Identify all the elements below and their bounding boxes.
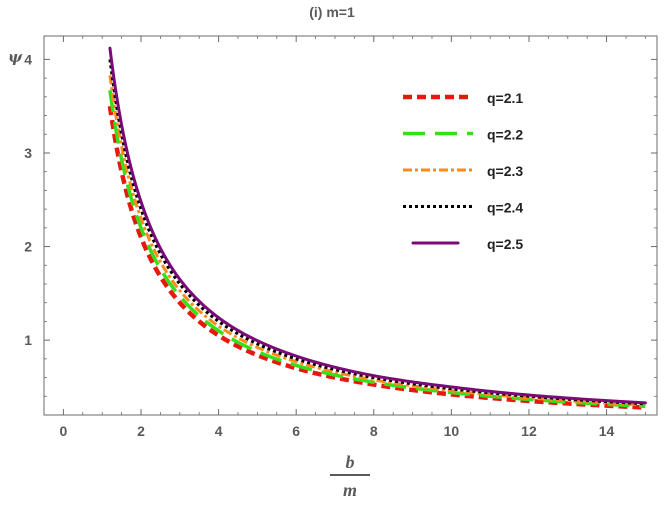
y-tick-label: 4 (24, 51, 32, 67)
chart-title: (i) m=1 (309, 4, 355, 20)
legend-label: q=2.3 (487, 163, 523, 179)
x-axis-label-numerator: b (345, 452, 355, 472)
x-tick-label: 4 (215, 423, 223, 439)
fraction-bar (330, 474, 370, 476)
y-tick-label: 3 (24, 145, 32, 161)
y-tick-label: 2 (24, 239, 32, 255)
series-line (108, 75, 646, 407)
legend-label: q=2.4 (487, 200, 523, 216)
y-axis-label: ψ (8, 48, 23, 66)
y-tick-label: 1 (24, 332, 32, 348)
x-axis-label: b m (330, 452, 370, 500)
x-tick-label: 0 (60, 423, 68, 439)
x-tick-label: 2 (137, 423, 145, 439)
x-axis-label-denominator: m (342, 480, 357, 500)
x-tick-label: 6 (292, 423, 300, 439)
series-line (108, 46, 647, 405)
series-line (107, 105, 646, 410)
x-tick-label: 12 (521, 423, 537, 439)
plot-frame (43, 35, 658, 416)
series-line (108, 59, 646, 406)
series-line (108, 90, 646, 409)
x-tick-label: 14 (599, 423, 615, 439)
legend-label: q=2.1 (487, 90, 523, 106)
legend-label: q=2.2 (487, 127, 523, 143)
x-tick-label: 10 (444, 423, 460, 439)
x-tick-label: 8 (370, 423, 378, 439)
legend-label: q=2.5 (487, 236, 523, 252)
